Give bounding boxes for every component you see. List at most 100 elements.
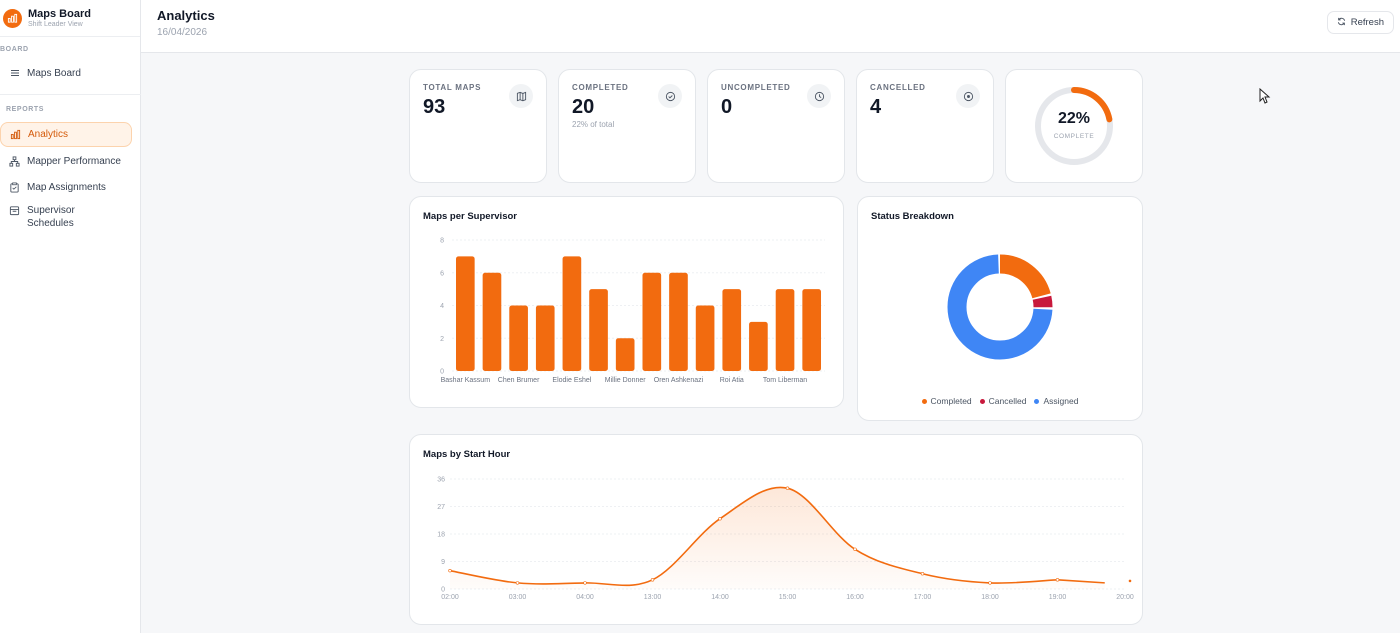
data-point xyxy=(515,581,520,585)
section-label-reports: REPORTS xyxy=(6,106,45,113)
donut-chart xyxy=(947,254,1053,360)
y-tick-label: 0 xyxy=(441,587,445,594)
donut-slice xyxy=(947,254,1053,360)
bar xyxy=(615,338,635,371)
data-point xyxy=(988,581,992,585)
legend-item-completed[interactable]: Completed xyxy=(921,396,972,406)
bar xyxy=(642,272,662,371)
donut-slice xyxy=(947,254,1053,360)
x-tick-label: Oren Ashkenazi xyxy=(654,377,704,384)
sidebar: Maps Board Shift Leader View BOARD Maps … xyxy=(0,0,141,633)
sidebar-item-label: Maps Board xyxy=(27,67,81,79)
data-point xyxy=(1055,578,1060,582)
x-tick-label: 20:00 xyxy=(1116,594,1134,601)
donut-slice xyxy=(947,254,1053,360)
bar xyxy=(455,256,475,371)
bar xyxy=(722,289,742,371)
stat-label: CANCELLED xyxy=(870,83,926,92)
stat-sub: 22% of total xyxy=(572,120,615,129)
bar-chart: 0 2 4 6 8 Bashar Kassum Chen Brumer Elodie Eshe… xyxy=(440,238,825,384)
refresh-icon xyxy=(1337,17,1346,29)
stat-label: COMPLETED xyxy=(572,83,629,92)
x-tick-label: Chen Brumer xyxy=(498,377,540,384)
x-tick-label: Elodie Eshel xyxy=(552,377,591,384)
bar xyxy=(669,272,688,371)
x-tick-label: Millie Donner xyxy=(605,377,647,384)
brand: Maps Board Shift Leader View xyxy=(0,0,140,37)
refresh-button[interactable]: Refresh xyxy=(1326,11,1394,34)
progress-percent: 22% xyxy=(1057,110,1091,127)
check-circle-icon xyxy=(658,84,682,108)
bar xyxy=(775,289,795,371)
bar xyxy=(535,305,555,371)
stat-card-uncompleted: UNCOMPLETED 0 xyxy=(707,69,845,183)
legend-item-assigned[interactable]: Assigned xyxy=(1034,396,1078,406)
legend-dot xyxy=(921,398,927,404)
data-point xyxy=(718,517,722,521)
section-label-board: BOARD xyxy=(0,46,29,53)
data-point xyxy=(853,547,857,551)
stat-label: UNCOMPLETED xyxy=(721,83,791,92)
sidebar-item-maps-board[interactable]: Maps Board xyxy=(0,62,132,84)
sidebar-item-label: Mapper Performance xyxy=(27,155,121,167)
x-tick-label: Roi Atia xyxy=(720,377,744,384)
calendar-icon xyxy=(9,205,20,216)
legend-label: Completed xyxy=(930,396,972,406)
y-tick-label: 27 xyxy=(437,504,445,511)
sidebar-item-analytics[interactable]: Analytics xyxy=(0,122,132,147)
x-tick-label: 17:00 xyxy=(914,594,932,601)
legend-item-cancelled[interactable]: Cancelled xyxy=(979,396,1026,406)
page-date: 16/04/2026 xyxy=(157,27,208,38)
progress-card: 22% COMPLETE xyxy=(1005,69,1143,183)
y-tick-label: 9 xyxy=(441,559,445,566)
data-point xyxy=(448,568,452,573)
progress-caption: COMPLETE xyxy=(1053,133,1095,140)
x-tick-label: 14:00 xyxy=(711,594,729,601)
bar xyxy=(482,272,502,371)
hierarchy-icon xyxy=(9,155,20,167)
x-tick-label: 03:00 xyxy=(509,594,527,601)
area-fill xyxy=(450,487,1105,589)
map-icon xyxy=(509,84,533,108)
stat-card-cancelled: CANCELLED 4 xyxy=(856,69,994,183)
legend-dot xyxy=(1034,398,1040,404)
data-point xyxy=(1128,579,1132,583)
series-line xyxy=(449,486,1105,587)
x-tick-label: 13:00 xyxy=(644,594,662,601)
maps-per-supervisor-card: Maps per Supervisor 0 2 4 6 8 Bashar Kassum Ch… xyxy=(409,196,844,408)
x-tick-label: 16:00 xyxy=(846,594,864,601)
data-point xyxy=(583,581,587,585)
sidebar-item-label: Supervisor Schedules xyxy=(27,205,75,229)
stat-value: 20 xyxy=(572,96,595,118)
bar-chart-logo-icon xyxy=(3,8,22,28)
y-tick-label: 8 xyxy=(440,238,444,245)
x-tick-label: Tom Liberman xyxy=(763,377,807,384)
chart-title: Maps per Supervisor xyxy=(423,211,517,222)
cursor-icon xyxy=(1259,88,1271,104)
sidebar-item-label: Analytics xyxy=(28,129,69,140)
menu-icon xyxy=(9,68,20,79)
y-tick-label: 18 xyxy=(437,532,445,539)
sidebar-item-mapper-performance[interactable]: Mapper Performance xyxy=(0,150,132,172)
app-subtitle: Shift Leader View xyxy=(28,20,83,28)
y-tick-label: 0 xyxy=(440,369,444,376)
y-tick-label: 6 xyxy=(440,270,444,277)
x-tick-label: 02:00 xyxy=(441,594,459,601)
x-tick-label: 19:00 xyxy=(1049,594,1067,601)
progress-arc xyxy=(1035,87,1113,165)
data-point xyxy=(785,486,790,490)
x-tick-label: 04:00 xyxy=(576,594,594,601)
x-tick-label: 15:00 xyxy=(779,594,797,601)
sidebar-item-map-assignments[interactable]: Map Assignments xyxy=(0,176,132,198)
bar xyxy=(562,256,582,371)
y-tick-label: 36 xyxy=(437,477,445,484)
legend-label: Assigned xyxy=(1043,396,1079,406)
y-tick-label: 2 xyxy=(440,336,444,343)
sidebar-item-supervisor-schedules[interactable]: Supervisor Schedules xyxy=(0,204,132,238)
clipboard-icon xyxy=(9,182,20,193)
data-point xyxy=(920,572,925,576)
page-title: Analytics xyxy=(157,8,215,23)
bar xyxy=(695,305,715,371)
legend-dot xyxy=(979,398,985,404)
legend: Completed Cancelled Assigned xyxy=(858,396,1142,406)
